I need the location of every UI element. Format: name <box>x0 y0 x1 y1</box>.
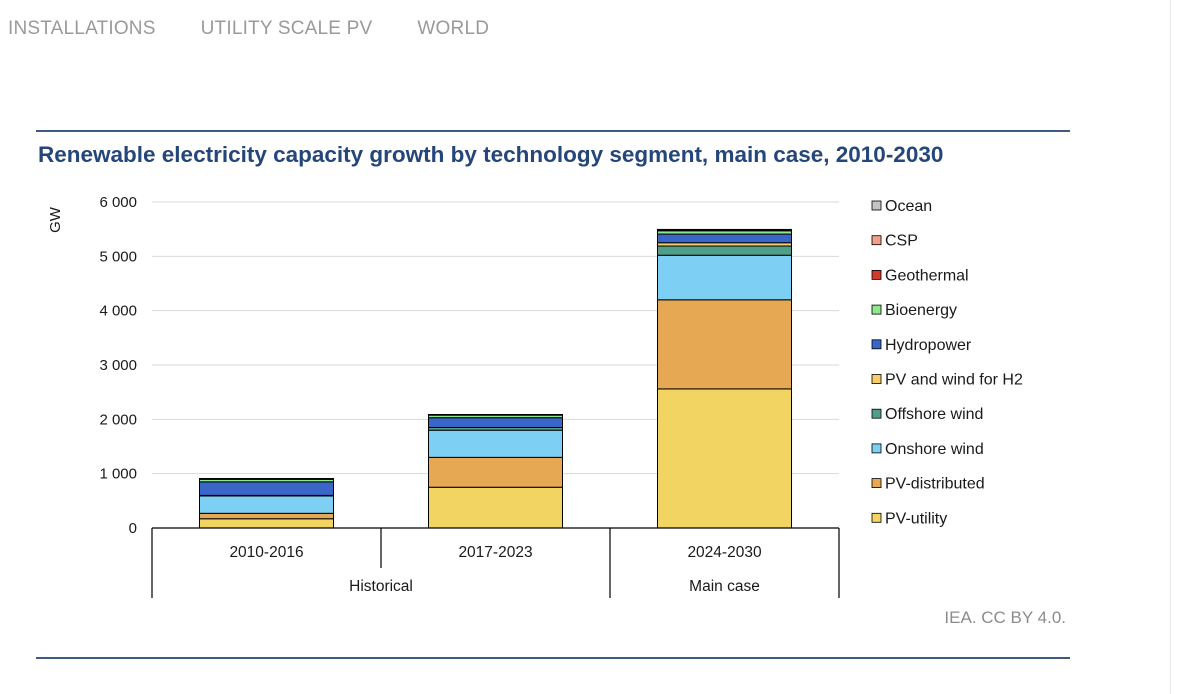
legend-label-geothermal: Geothermal <box>885 267 969 284</box>
bar-2024-2030-pv-distributed <box>657 299 792 390</box>
bar-2010-2016-pv-utility <box>199 518 334 529</box>
legend-swatch-pv-distributed <box>871 478 882 489</box>
bar-2010-2016-onshore-wind <box>199 495 334 514</box>
legend-swatch-bioenergy <box>871 304 882 315</box>
bar-2017-2023-ocean <box>428 413 563 416</box>
bar-2010-2016-ocean <box>199 478 334 480</box>
y-tick-label-0: 0 <box>129 520 137 537</box>
legend-label-csp: CSP <box>885 233 918 250</box>
bar-2024-2030-pv-utility <box>657 388 792 529</box>
legend-swatch-pv-and-wind-for-h2 <box>871 374 882 384</box>
x-group-label-historical: Historical <box>349 578 413 595</box>
bar-2024-2030-offshore-wind <box>657 245 792 256</box>
legend-label-offshore-wind: Offshore wind <box>885 406 983 423</box>
x-group-label-main-case: Main case <box>689 578 760 595</box>
y-tick-label-6000: 6 000 <box>99 194 137 211</box>
y-tick-label-5000: 5 000 <box>99 248 137 265</box>
y-tick-label-4000: 4 000 <box>99 303 137 320</box>
chart-credit: IEA. CC BY 4.0. <box>944 608 1066 627</box>
legend-label-hydropower: Hydropower <box>885 337 972 354</box>
bar-2017-2023-onshore-wind <box>428 429 563 458</box>
chart-svg: GW 0 1 000 2 000 3 000 4 000 5 000 6 000 2010-20… <box>47 194 1023 598</box>
y-tick-label-1000: 1 000 <box>99 466 137 483</box>
chart-figure: Renewable electricity capacity growth by… <box>36 130 1070 660</box>
legend-swatch-ocean <box>871 200 882 211</box>
legend-label-onshore-wind: Onshore wind <box>885 441 984 458</box>
x-tick-label-2010-2016: 2010-2016 <box>229 544 303 561</box>
bar-2024-2030-hydropower <box>657 233 792 244</box>
y-tick-label-3000: 3 000 <box>99 357 137 374</box>
legend-label-pv-utility: PV-utility <box>885 510 947 527</box>
legend-swatch-onshore-wind <box>871 443 882 454</box>
bar-2017-2023-pv-utility <box>428 486 563 529</box>
y-axis-label: GW <box>47 206 64 233</box>
x-tick-label-2024-2030: 2024-2030 <box>687 544 762 561</box>
legend-label-pv-distributed: PV-distributed <box>885 476 985 493</box>
bar-2017-2023-pv-distributed <box>428 456 563 488</box>
legend-label-pv-and-wind-for-h2: PV and wind for H2 <box>885 372 1023 389</box>
nav-utility-scale-pv[interactable]: UTILITY SCALE PV <box>200 18 373 39</box>
legend-label-ocean: Ocean <box>885 198 932 215</box>
bar-2024-2030-onshore-wind <box>657 254 792 301</box>
x-tick-label-2017-2023: 2017-2023 <box>458 544 532 561</box>
bar-2010-2016-hydropower <box>199 481 334 496</box>
page-right-divider <box>1170 0 1171 694</box>
legend-swatch-hydropower <box>871 339 882 350</box>
figure-top-rule <box>36 130 1070 132</box>
top-nav: INSTALLATIONS UTILITY SCALE PV WORLD <box>0 18 526 40</box>
legend-swatch-pv-utility <box>871 512 882 523</box>
figure-bottom-rule <box>36 657 1070 659</box>
legend-swatch-geothermal <box>871 269 882 280</box>
bar-2010-2016-pv-distributed <box>199 512 334 520</box>
chart-title: Renewable electricity capacity growth by… <box>38 142 944 167</box>
bar-2017-2023-hydropower <box>428 417 563 428</box>
legend-label-bioenergy: Bioenergy <box>885 302 957 319</box>
legend-swatch-offshore-wind <box>871 408 882 419</box>
legend-swatch-csp <box>871 235 882 246</box>
nav-world[interactable]: WORLD <box>417 18 490 39</box>
nav-installations[interactable]: INSTALLATIONS <box>8 18 156 39</box>
y-tick-label-2000: 2 000 <box>99 411 137 428</box>
bar-2024-2030-ocean <box>657 228 792 231</box>
